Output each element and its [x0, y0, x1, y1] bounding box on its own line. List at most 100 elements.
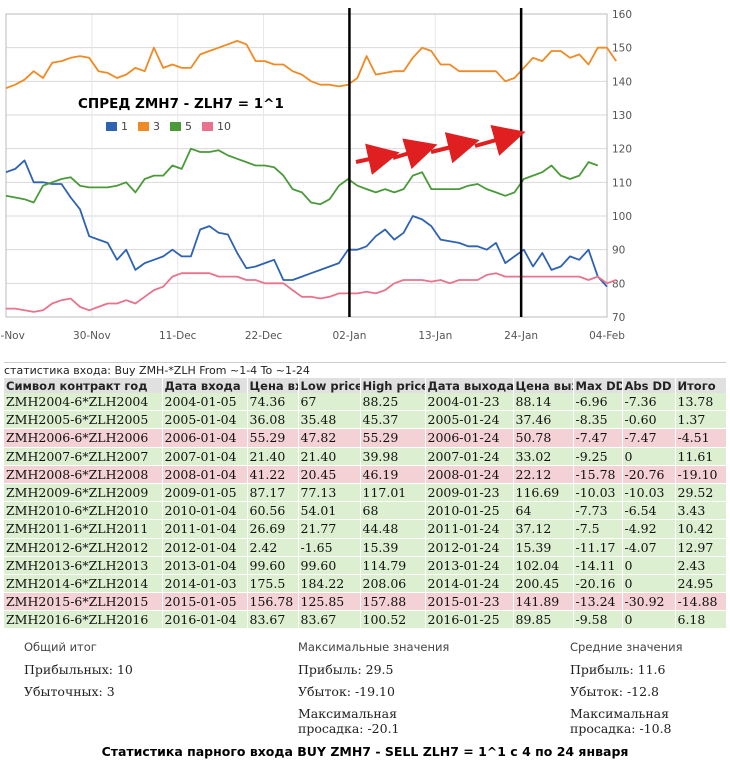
- table-cell: 3.43: [675, 501, 727, 521]
- y-tick-label: 90: [612, 245, 625, 257]
- table-cell: -20.76: [622, 465, 676, 484]
- table-cell: 175.5: [247, 574, 299, 594]
- table-cell: ZMH2010-6*ZLH2010: [4, 501, 163, 521]
- table-cell: ZMH2012-6*ZLH2012: [4, 538, 163, 557]
- table-cell: -13.24: [573, 592, 623, 612]
- table-cell: 87.17: [247, 483, 299, 503]
- table-cell: -7.47: [573, 428, 623, 448]
- table-cell: -1.65: [298, 538, 361, 557]
- table-cell: 22.12: [513, 465, 574, 484]
- y-tick-label: 150: [612, 43, 632, 55]
- legend-label: 10: [217, 120, 231, 133]
- column-header: Символ контракт год: [4, 378, 163, 393]
- table-cell: ZMH2005-6*ZLH2005: [4, 410, 163, 430]
- table-cell: 2014-01-24: [425, 574, 514, 594]
- column-header: Дата выхода: [425, 378, 514, 393]
- table-cell: 200.45: [513, 574, 574, 594]
- table-row: ZMH2006-6*ZLH2006 2006-01-04 55.29 47.82 55.…: [4, 428, 727, 448]
- x-tick-label: 13-Jan: [418, 330, 452, 342]
- table-cell: -4.07: [622, 538, 676, 557]
- y-tick-label: 130: [612, 110, 632, 122]
- table-cell: ZMH2007-6*ZLH2007: [4, 447, 163, 466]
- legend-label: 1: [121, 120, 128, 133]
- table-cell: 55.29: [247, 428, 299, 448]
- column-header: Итого: [675, 378, 727, 393]
- column-header: High price: [360, 378, 426, 393]
- table-cell: 29.52: [675, 483, 727, 503]
- table-cell: 208.06: [360, 574, 426, 594]
- table-cell: 2015-01-05: [162, 592, 248, 612]
- y-tick-label: 70: [612, 312, 625, 324]
- table-row: ZMH2014-6*ZLH2014 2014-01-03 175.5 184.22 20…: [4, 574, 727, 594]
- table-cell: 117.01: [360, 483, 426, 503]
- table-cell: 24.95: [675, 574, 727, 594]
- table-cell: 99.60: [298, 556, 361, 575]
- series-line-5: [5, 147, 599, 206]
- legend-swatch: [138, 122, 149, 131]
- stats-caption: статистика входа: Buy ZMH-*ZLH From ~1-4…: [4, 362, 726, 378]
- table-row: ZMH2016-6*ZLH2016 2016-01-04 83.67 83.67 100…: [4, 610, 727, 630]
- table-cell: -15.78: [573, 465, 623, 484]
- table-cell: 11.61: [675, 447, 727, 466]
- table-cell: 60.56: [247, 501, 299, 521]
- column-header: Цена вых: [513, 378, 574, 393]
- table-cell: -9.25: [573, 447, 623, 466]
- summary-avg-loss: Убыток: -12.8: [570, 684, 660, 699]
- chart-title: СПРЕД ZMH7 - ZLH7 = 1^1: [78, 96, 284, 112]
- table-row: ZMH2004-6*ZLH2004 2004-01-05 74.36 67 88.25 2…: [4, 393, 727, 412]
- table-cell: -10.03: [573, 483, 623, 503]
- table-cell: 15.39: [360, 538, 426, 557]
- plot-frame: [5, 13, 608, 318]
- table-cell: 2010-01-04: [162, 501, 248, 521]
- table-cell: 2006-01-04: [162, 428, 248, 448]
- trend-arrow: [355, 143, 400, 175]
- summary-max-drawdown-line2: просадка: -20.1: [298, 721, 400, 736]
- column-header: Abs DD: [622, 378, 676, 393]
- summary-losing: Убыточных: 3: [24, 684, 115, 699]
- x-tick-label: 04-Feb: [589, 330, 625, 342]
- table-row: ZMH2005-6*ZLH2005 2005-01-04 36.08 35.48 45.…: [4, 410, 727, 430]
- table-cell: -7.73: [573, 501, 623, 521]
- table-cell: -14.88: [675, 592, 727, 612]
- table-cell: ZMH2013-6*ZLH2013: [4, 556, 163, 575]
- table-cell: 45.37: [360, 410, 426, 430]
- table-cell: -11.17: [573, 538, 623, 557]
- table-cell: 2008-01-24: [425, 465, 514, 484]
- table-cell: 15.39: [513, 538, 574, 557]
- summary-avg-title: Средние значения: [570, 640, 683, 654]
- table-cell: 13.78: [675, 393, 727, 412]
- chart-canvas: 70809010011012013014015016019-Nov30-Nov1…: [0, 8, 632, 342]
- summary-max-title: Максимальные значения: [298, 640, 450, 654]
- table-cell: -19.10: [675, 465, 727, 484]
- table-cell: 10.42: [675, 519, 727, 539]
- table-cell: 68: [360, 501, 426, 521]
- table-row: ZMH2010-6*ZLH2010 2010-01-04 60.56 54.01 68 2…: [4, 501, 727, 521]
- x-tick-label: 02-Jan: [332, 330, 366, 342]
- table-cell: 74.36: [247, 393, 299, 412]
- table-cell: -6.96: [573, 393, 623, 412]
- x-tick-label: 22-Dec: [245, 330, 283, 342]
- stats-table: Символ контракт год Дата входа Цена вх Low …: [4, 378, 727, 630]
- table-cell: 6.18: [675, 610, 727, 630]
- table-cell: 114.79: [360, 556, 426, 575]
- table-cell: 83.67: [247, 610, 299, 630]
- table-cell: 2013-01-24: [425, 556, 514, 575]
- table-cell: -6.54: [622, 501, 676, 521]
- stats-panel: статистика входа: Buy ZMH-*ZLH From ~1-4…: [4, 362, 727, 630]
- table-cell: 2011-01-24: [425, 519, 514, 539]
- table-cell: 88.25: [360, 393, 426, 412]
- table-cell: ZMH2004-6*ZLH2004: [4, 393, 163, 412]
- y-tick-label: 160: [612, 9, 632, 21]
- table-cell: -4.92: [622, 519, 676, 539]
- table-cell: 0: [622, 556, 676, 575]
- table-cell: -30.92: [622, 592, 676, 612]
- table-cell: 2004-01-23: [425, 393, 514, 412]
- table-row: ZMH2008-6*ZLH2008 2008-01-04 41.22 20.45 46.…: [4, 465, 727, 484]
- legend-item-5: 5: [170, 120, 192, 133]
- legend-swatch: [106, 122, 117, 131]
- y-tick-label: 110: [612, 177, 632, 189]
- legend-item-3: 3: [138, 120, 160, 133]
- table-cell: 2.42: [247, 538, 299, 557]
- table-cell: -8.35: [573, 410, 623, 430]
- table-cell: 2011-01-04: [162, 519, 248, 539]
